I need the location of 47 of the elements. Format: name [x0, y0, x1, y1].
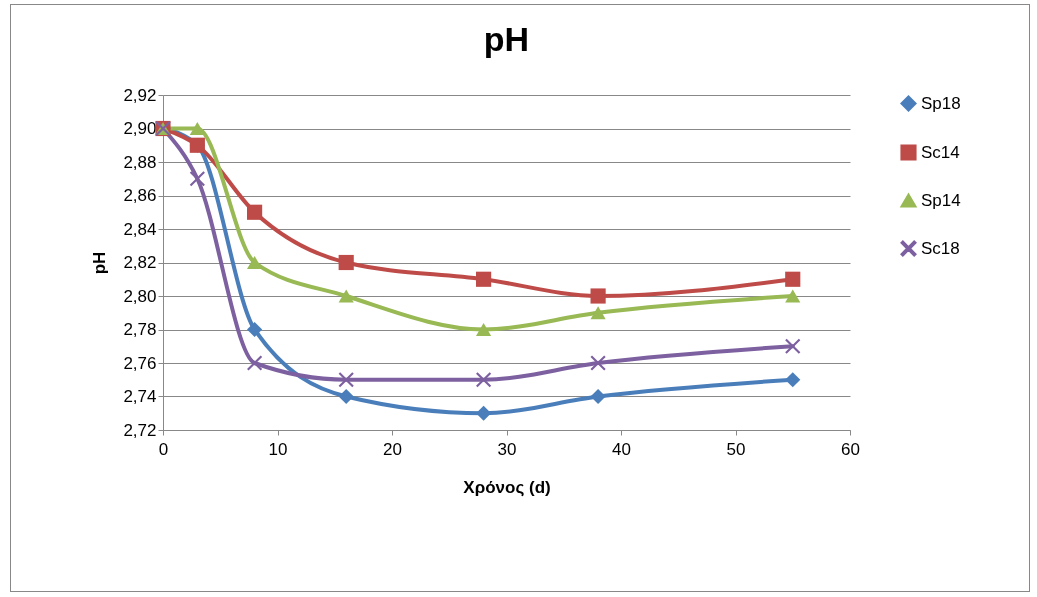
chart-title: pH — [483, 20, 530, 58]
point — [338, 372, 354, 388]
point — [476, 405, 492, 421]
legend-label: Sp14 — [921, 190, 961, 210]
point — [590, 306, 606, 320]
legend-label: Sp18 — [921, 93, 961, 113]
x-tick-label: 60 — [841, 439, 860, 459]
point — [785, 289, 801, 303]
y-tick-label: 2,80 — [123, 286, 157, 306]
point — [338, 289, 354, 303]
y-tick-label: 2,88 — [123, 152, 157, 172]
point — [247, 321, 263, 338]
x-tick-label: 20 — [383, 439, 402, 459]
x-tick-label: 40 — [612, 439, 631, 459]
x-tick-label: 30 — [497, 439, 517, 459]
x-tick-label: 50 — [726, 439, 746, 459]
point — [785, 338, 801, 354]
point — [247, 355, 263, 371]
x-axis-title: Χρόνος (d) — [463, 477, 551, 497]
y-tick-label: 2,74 — [123, 387, 157, 406]
point — [590, 355, 606, 371]
y-tick-label: 2,86 — [123, 186, 157, 205]
legend-label: Sc14 — [921, 142, 960, 162]
point — [189, 171, 205, 187]
y-tick-label: 2,76 — [123, 353, 157, 373]
point — [338, 388, 354, 405]
y-tick-label: 2,90 — [123, 119, 157, 138]
point — [476, 372, 492, 388]
y-axis-title: pH — [90, 251, 110, 275]
y-tick-label: 2,72 — [123, 420, 157, 440]
point — [476, 271, 492, 287]
point — [247, 204, 263, 220]
point — [785, 271, 801, 287]
point — [338, 254, 354, 271]
y-tick-label: 2,84 — [123, 219, 157, 239]
point — [476, 322, 492, 337]
point — [189, 121, 205, 136]
y-tick-label: 2,92 — [123, 85, 157, 105]
x-tick-label: 10 — [268, 439, 288, 459]
y-tick-label: 2,78 — [123, 320, 157, 339]
point — [785, 372, 801, 388]
point — [247, 255, 263, 270]
x-tick-label: 0 — [158, 439, 169, 459]
point — [590, 288, 606, 304]
legend-label: Sc18 — [921, 238, 960, 258]
y-tick-label: 2,82 — [123, 253, 157, 272]
point — [590, 388, 606, 405]
